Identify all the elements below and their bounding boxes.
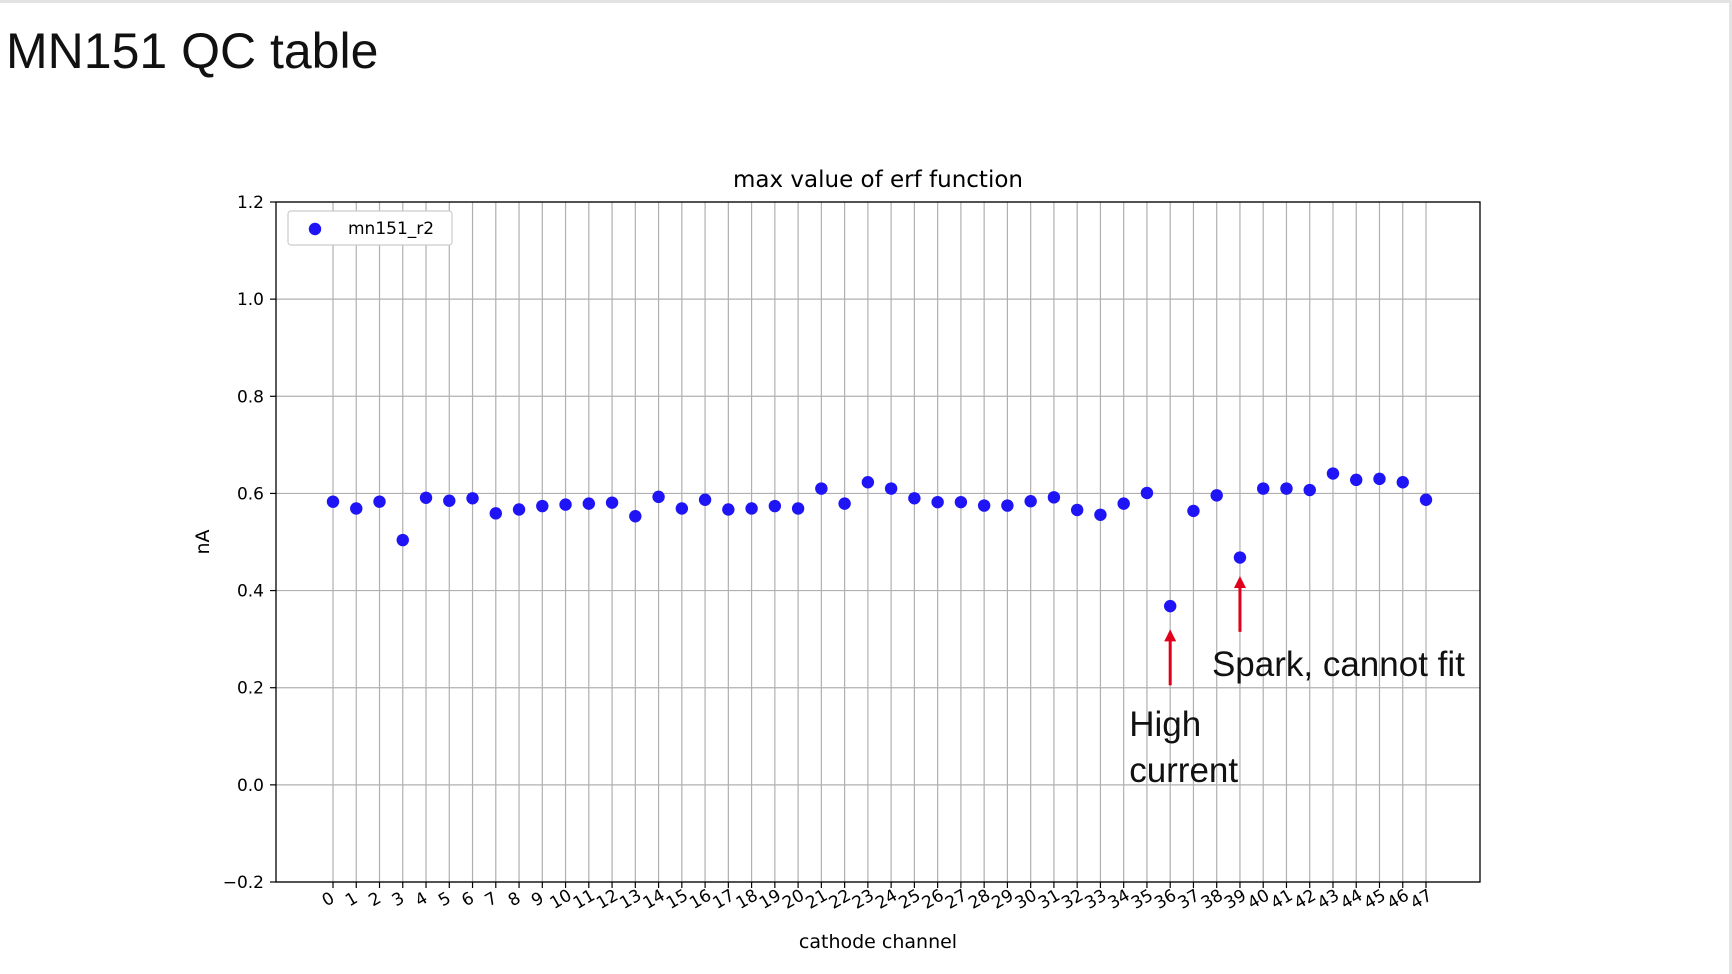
data-point [1094,508,1107,521]
data-point [791,502,805,515]
data-point [466,492,479,505]
data-point [908,492,921,505]
data-point [1280,482,1293,495]
right-border [1729,0,1732,974]
data-point [954,495,968,509]
x-tick-label: 3 [389,888,408,911]
data-point [698,493,712,506]
x-tick-label: 6 [458,888,477,911]
y-tick-label: 0.0 [237,776,264,796]
data-point [1373,472,1386,486]
x-tick-label: 8 [505,888,524,911]
data-point [419,491,433,504]
y-axis-label: nA [192,529,214,554]
y-tick-label: 0.2 [237,679,264,699]
legend-marker [308,222,322,236]
data-point [1001,499,1014,512]
y-tick-label: 0.6 [237,484,264,504]
data-point [396,533,409,547]
data-point [1326,467,1340,480]
data-point [815,482,828,495]
data-point [745,502,758,515]
data-point [536,499,549,513]
y-tick-label: 0.8 [237,387,264,407]
data-point [1024,495,1037,508]
annotation-arrow-head [1164,629,1177,642]
data-point [350,502,363,515]
x-tick-label: 1 [342,888,361,911]
data-point [489,507,502,520]
data-point [1210,489,1223,502]
data-point [1233,551,1247,564]
data-point [1396,476,1409,489]
y-tick-label: −0.2 [223,873,264,893]
x-axis-label: cathode channel [799,931,957,953]
annotation-arrow-head [1233,576,1246,588]
plot-area [276,202,1480,882]
x-tick-label: 7 [482,888,501,911]
x-tick-label: 0 [319,888,338,911]
data-point [1163,599,1177,613]
data-point [977,499,991,512]
data-point [1257,482,1270,495]
data-point [512,503,526,516]
data-point [1303,483,1316,497]
data-point [861,476,875,489]
slide-title: MN151 QC table [6,23,379,79]
y-tick-label: 1.2 [237,193,264,213]
data-point [443,494,456,507]
data-point [768,499,782,513]
data-point [1419,493,1433,506]
data-point [1350,473,1363,487]
data-point [326,495,340,508]
x-tick-label: 9 [528,888,547,911]
data-point [559,498,572,511]
y-tick-label: 0.4 [237,582,264,602]
x-tick-label: 5 [435,888,454,911]
data-point [652,490,665,504]
data-point [1140,486,1154,500]
legend-label: mn151_r2 [348,219,434,239]
data-point [582,497,596,510]
data-point [605,496,619,509]
data-point [373,495,386,508]
data-point [722,503,735,516]
data-point [884,482,898,495]
data-point [931,495,944,509]
data-point [629,510,642,523]
data-point [1070,503,1084,517]
top-border [0,0,1732,3]
legend-box [287,210,453,246]
data-point [838,497,851,510]
annotation-spark-cannot-fit: Spark, cannot fit [1211,644,1465,684]
x-tick-label: 4 [412,888,431,911]
data-point [675,502,689,515]
x-tick-label: 47 [1407,886,1436,914]
axes-frame [275,201,1481,883]
x-tick-label: 2 [365,888,384,911]
y-tick-label: 1.0 [237,290,264,310]
data-point [1187,504,1200,518]
data-point [1047,491,1061,504]
chart-title: max value of erf function [733,167,1023,193]
annotation-high-current: High current [1129,704,1239,790]
data-point [1117,497,1130,510]
